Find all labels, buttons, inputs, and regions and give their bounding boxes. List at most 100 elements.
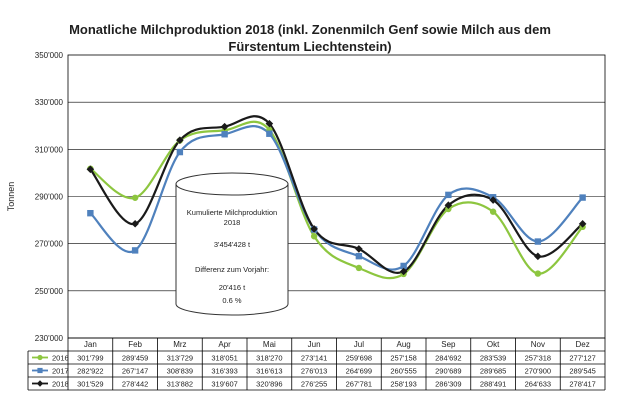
data-label-2017: 308'839 bbox=[167, 367, 193, 376]
data-point-2016 bbox=[489, 208, 497, 215]
data-label-2017: 264'699 bbox=[346, 367, 372, 376]
data-label-2018: 288'491 bbox=[480, 380, 506, 389]
data-point-2016 bbox=[534, 270, 542, 277]
data-point-2017 bbox=[445, 191, 452, 199]
data-label-2018: 286'309 bbox=[435, 380, 461, 389]
data-label-2017: 282'922 bbox=[77, 367, 103, 376]
annotation-text: 0.6 % bbox=[222, 296, 242, 305]
legend-label-2016: 2016 bbox=[52, 354, 69, 363]
data-label-2016: 283'539 bbox=[480, 354, 506, 363]
data-point-2017 bbox=[176, 148, 184, 156]
gridlines bbox=[67, 54, 606, 339]
annotation-text: Differenz zum Vorjahr: bbox=[195, 265, 269, 274]
data-label-2016: 301'799 bbox=[77, 354, 103, 363]
data-point-2018 bbox=[310, 225, 318, 233]
data-point-2017 bbox=[131, 247, 139, 254]
data-point-2018 bbox=[176, 136, 184, 144]
data-label-2016: 259'698 bbox=[346, 354, 372, 363]
data-label-2017: 289'685 bbox=[480, 367, 506, 376]
legend-marker-2016 bbox=[37, 354, 43, 361]
data-point-2017 bbox=[221, 131, 228, 138]
y-tick-label: 350'000 bbox=[35, 51, 64, 60]
data-label-2018: 258'193 bbox=[390, 380, 416, 389]
data-label-2017: 260'555 bbox=[390, 367, 416, 376]
series-line-2016 bbox=[89, 120, 584, 280]
data-point-2016 bbox=[131, 194, 139, 201]
series-line-2018 bbox=[89, 115, 584, 275]
x-tick-label: Mai bbox=[263, 340, 276, 349]
x-tick-label: Okt bbox=[487, 340, 500, 349]
data-label-2018: 313'882 bbox=[167, 380, 193, 389]
data-point-2017 bbox=[87, 209, 94, 217]
y-tick-label: 250'000 bbox=[35, 287, 64, 296]
data-label-2016: 273'141 bbox=[301, 354, 327, 363]
y-tick-label: 230'000 bbox=[35, 334, 64, 343]
x-tick-label: Mrz bbox=[173, 340, 186, 349]
data-label-2016: 318'270 bbox=[256, 354, 282, 363]
data-label-2018: 278'417 bbox=[569, 380, 595, 389]
data-label-2016: 318'051 bbox=[211, 354, 237, 363]
data-label-2018: 276'255 bbox=[301, 380, 327, 389]
x-tick-label: Jul bbox=[354, 340, 364, 349]
legend-marker-2018 bbox=[36, 380, 44, 387]
data-point-2018 bbox=[131, 219, 139, 228]
data-point-2017 bbox=[355, 252, 363, 260]
data-point-2018 bbox=[86, 165, 95, 174]
data-label-2017: 316'393 bbox=[211, 367, 237, 376]
data-label-2017: 267'147 bbox=[122, 367, 148, 376]
data-table: Jan Feb Mrz Apr Mai Jun Jul Aug Sep Okt Nov Dez 2016… bbox=[27, 337, 606, 391]
cylinder-body bbox=[175, 184, 289, 316]
legend-label-2017: 2017 bbox=[52, 367, 69, 376]
data-label-2017: 270'900 bbox=[525, 367, 551, 376]
data-point-2018 bbox=[399, 267, 408, 276]
x-tick-label: Feb bbox=[128, 340, 142, 349]
data-label-2018: 319'607 bbox=[211, 380, 237, 389]
data-point-2017 bbox=[579, 194, 586, 201]
legend-label-2018: 2018 bbox=[52, 380, 69, 389]
series-lines bbox=[89, 115, 584, 280]
data-label-2016: 257'318 bbox=[525, 354, 551, 363]
y-tick-label: 330'000 bbox=[35, 98, 64, 107]
y-tick-label: 310'000 bbox=[35, 145, 64, 154]
x-tick-label: Aug bbox=[397, 340, 411, 349]
data-label-2016: 313'729 bbox=[167, 354, 193, 363]
series-markers bbox=[86, 119, 587, 278]
data-label-2018: 320'896 bbox=[256, 380, 282, 389]
data-point-2017 bbox=[400, 262, 407, 270]
x-tick-label: Apr bbox=[218, 340, 231, 349]
annotation-text: 2018 bbox=[224, 218, 241, 227]
x-tick-label: Jun bbox=[308, 340, 321, 349]
y-tick-label: 270'000 bbox=[35, 240, 64, 249]
y-axis-label: Tonnen bbox=[6, 182, 16, 212]
chart-title-line2: Fürstentum Liechtenstein) bbox=[228, 39, 392, 54]
data-point-2017 bbox=[266, 130, 273, 137]
data-label-2016: 284'692 bbox=[435, 354, 461, 363]
data-label-2016: 257'158 bbox=[390, 354, 416, 363]
data-label-2017: 290'689 bbox=[435, 367, 461, 376]
x-tick-label: Jan bbox=[84, 340, 97, 349]
annotation-text: Kumulierte Milchproduktion bbox=[187, 208, 277, 217]
data-point-2018 bbox=[444, 201, 453, 210]
series-line-2017 bbox=[89, 125, 584, 271]
data-label-2016: 277'127 bbox=[569, 354, 595, 363]
data-label-2018: 278'442 bbox=[122, 380, 148, 389]
data-point-2016 bbox=[445, 205, 452, 213]
data-point-2016 bbox=[355, 264, 363, 272]
data-point-2018 bbox=[489, 196, 497, 204]
data-label-2018: 301'529 bbox=[77, 380, 103, 389]
data-point-2018 bbox=[355, 245, 363, 253]
x-tick-label: Sep bbox=[441, 340, 456, 349]
data-label-2017: 276'013 bbox=[301, 367, 327, 376]
data-point-2018 bbox=[220, 122, 229, 131]
x-tick-label: Dez bbox=[576, 340, 590, 349]
annotation-text: 20'416 t bbox=[219, 283, 246, 292]
data-label-2017: 289'545 bbox=[569, 367, 595, 376]
annotation-text: 3'454'428 t bbox=[214, 240, 251, 249]
data-point-2018 bbox=[534, 252, 542, 261]
data-point-2017 bbox=[534, 238, 542, 245]
legend-marker-2017 bbox=[37, 367, 43, 374]
y-tick-labels: 350'000 330'000 310'000 290'000 270'000 250'0… bbox=[35, 51, 64, 343]
data-label-2017: 316'613 bbox=[256, 367, 282, 376]
